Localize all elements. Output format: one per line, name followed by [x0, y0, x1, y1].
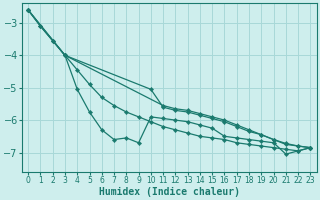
X-axis label: Humidex (Indice chaleur): Humidex (Indice chaleur) [99, 186, 240, 197]
